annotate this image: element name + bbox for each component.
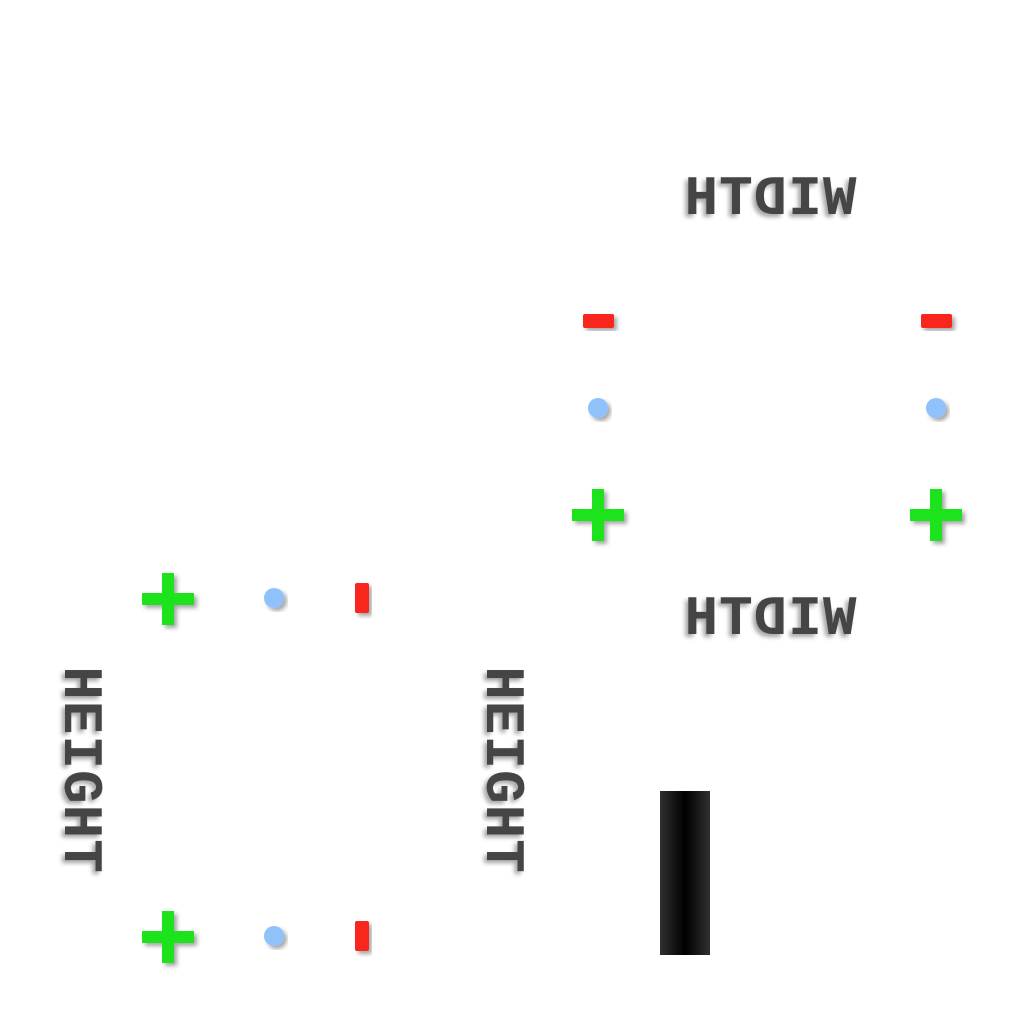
dot-icon[interactable] bbox=[926, 398, 946, 418]
width-group-top: WIDTH bbox=[572, 167, 962, 541]
minus-icon[interactable] bbox=[355, 921, 369, 951]
plus-icon[interactable] bbox=[572, 489, 624, 541]
plus-icon[interactable] bbox=[142, 573, 194, 625]
minus-icon[interactable] bbox=[583, 314, 614, 328]
minus-icon[interactable] bbox=[355, 583, 369, 613]
height-label-right: HEIGHT bbox=[470, 666, 534, 874]
width-label-top: WIDTH bbox=[683, 167, 856, 231]
dot-icon[interactable] bbox=[264, 926, 284, 946]
minus-icon[interactable] bbox=[921, 314, 952, 328]
dot-icon[interactable] bbox=[588, 398, 608, 418]
plus-icon[interactable] bbox=[142, 911, 194, 963]
height-label-left: HEIGHT bbox=[48, 666, 112, 874]
dot-icon[interactable] bbox=[264, 588, 284, 608]
height-group: HEIGHT HEIGHT bbox=[48, 573, 534, 963]
width-label-bottom: WIDTH bbox=[683, 587, 856, 651]
plus-icon[interactable] bbox=[910, 489, 962, 541]
bar-icon bbox=[660, 791, 710, 955]
